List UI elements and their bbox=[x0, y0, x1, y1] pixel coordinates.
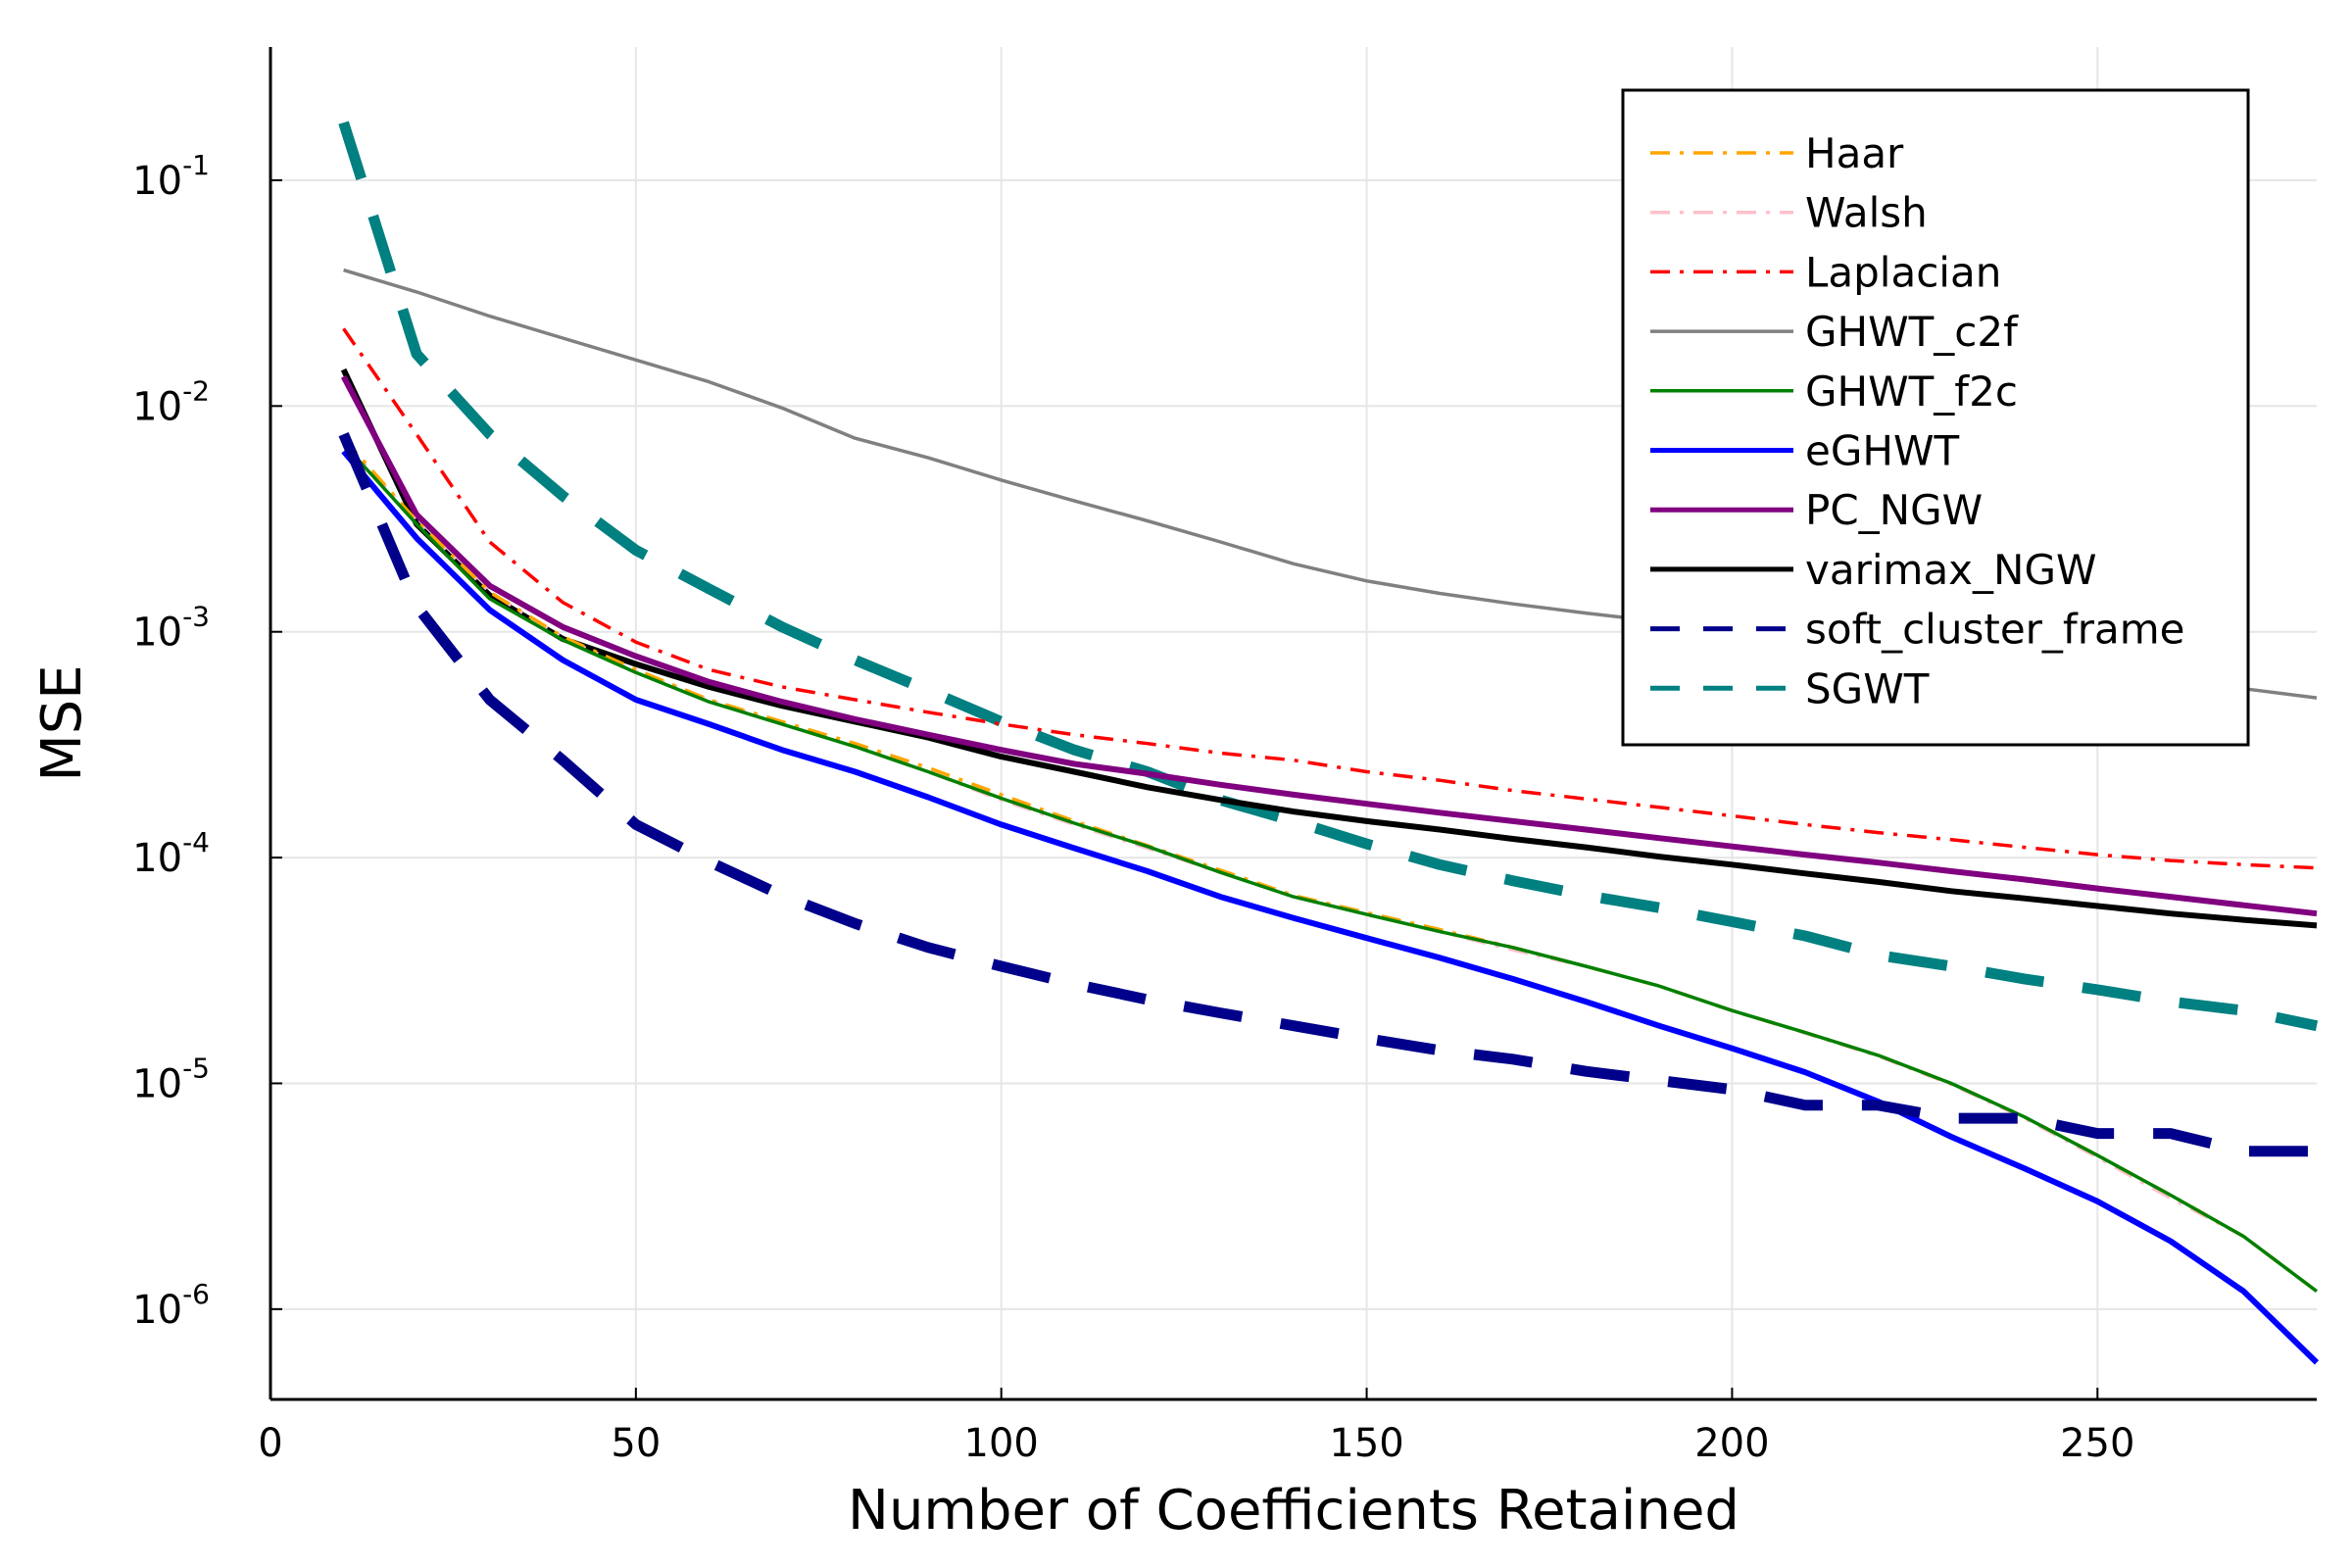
legend-label-sgwt: SGWT bbox=[1805, 664, 1930, 712]
x-tick-label: 100 bbox=[964, 1421, 1039, 1466]
legend-label-varimax-ngw: varimax_NGW bbox=[1805, 546, 2097, 594]
legend-label-eghwt: eGHWT bbox=[1805, 427, 1959, 475]
y-tick-exponent: -3 bbox=[182, 601, 210, 633]
y-tick-exponent: -4 bbox=[182, 826, 210, 858]
y-tick-exponent: -2 bbox=[182, 374, 210, 407]
x-axis-title: Number of Coefficients Retained bbox=[848, 1479, 1740, 1543]
series-line-pc-ngw bbox=[340, 374, 2318, 917]
grid-lines bbox=[270, 47, 2317, 1399]
series-layer bbox=[338, 121, 2320, 1365]
series-line-sgwt bbox=[338, 121, 2319, 1032]
y-tick-exponent: -6 bbox=[182, 1278, 210, 1310]
legend-label-laplacian: Laplacian bbox=[1805, 248, 2001, 296]
legend-label-pc-ngw: PC_NGW bbox=[1805, 486, 1983, 534]
series-line-varimax-ngw bbox=[340, 368, 2318, 929]
x-tick-label: 250 bbox=[2060, 1421, 2134, 1466]
x-tick-label: 50 bbox=[611, 1421, 661, 1466]
legend-label-soft-cluster-frame: soft_cluster_frame bbox=[1805, 606, 2184, 654]
x-tick-label: 200 bbox=[1694, 1421, 1769, 1466]
axes bbox=[269, 47, 2317, 1401]
series-line-eghwt bbox=[341, 449, 2320, 1365]
legend: Haar Walsh Laplacian GHWT_c2f GHWT_f2c eGHWT P… bbox=[1621, 88, 2250, 747]
y-tick-exponent: -1 bbox=[182, 149, 210, 181]
legend-label-ghwt-f2c: GHWT_f2c bbox=[1805, 368, 2018, 416]
series-line-laplacian bbox=[342, 327, 2318, 870]
x-ticks: 0 50 100 150 200 250 bbox=[258, 1388, 2134, 1466]
series-line-ghwt-f2c bbox=[342, 442, 2319, 1293]
x-tick-label: 150 bbox=[1329, 1421, 1403, 1466]
legend-label-walsh: Walsh bbox=[1805, 189, 1928, 237]
legend-box bbox=[1621, 88, 2250, 747]
series-line-soft-cluster-frame bbox=[338, 431, 2317, 1157]
y-axis-title: MSE bbox=[30, 664, 94, 781]
x-tick-label: 0 bbox=[258, 1421, 282, 1466]
y-tick-label: 10-6 bbox=[132, 1278, 210, 1333]
legend-label-haar: Haar bbox=[1805, 129, 1904, 177]
y-tick-exponent: -5 bbox=[182, 1052, 210, 1084]
legend-label-ghwt-c2f: GHWT_c2f bbox=[1805, 308, 2019, 356]
